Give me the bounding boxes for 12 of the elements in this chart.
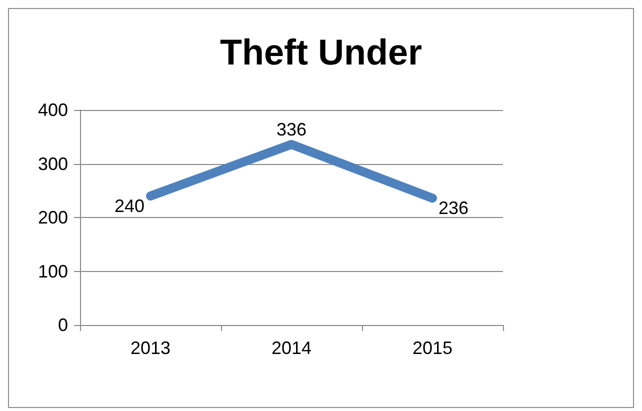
- x-tick-label: 2015: [412, 338, 453, 358]
- y-tick-label: 200: [38, 208, 68, 228]
- data-label: 336: [276, 119, 307, 140]
- x-tick-label: 2013: [130, 338, 171, 358]
- y-tick-label: 0: [58, 315, 68, 335]
- y-tick-label: 100: [38, 261, 68, 282]
- chart-title: Theft Under: [220, 32, 422, 72]
- y-tick-label: 400: [38, 100, 68, 120]
- data-label: 240: [114, 196, 144, 216]
- x-tick-label: 2014: [271, 338, 312, 358]
- y-tick-label: 300: [38, 154, 68, 174]
- data-label: 236: [438, 198, 469, 218]
